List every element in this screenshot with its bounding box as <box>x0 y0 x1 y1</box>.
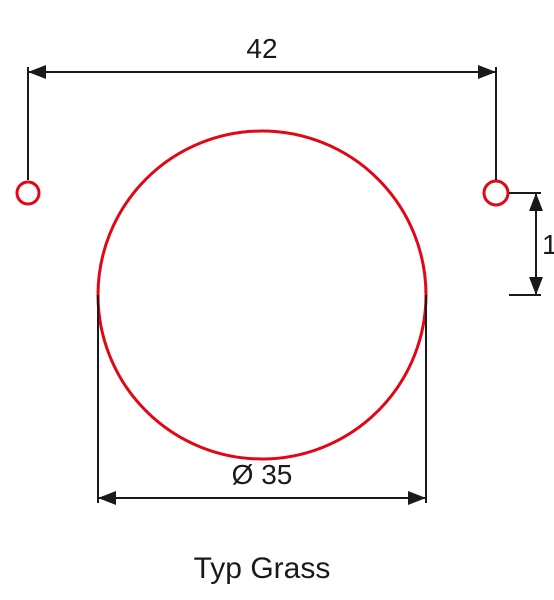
dimension-value-top: 42 <box>246 33 277 64</box>
dimension-value-bottom: Ø 35 <box>232 459 293 490</box>
dimension-arrowhead <box>529 193 543 211</box>
dimension-value-right: 11 <box>542 229 554 260</box>
diagram-caption: Typ Grass <box>194 552 331 585</box>
dimension-arrowhead <box>478 65 496 79</box>
screw-hole-right <box>484 181 508 205</box>
screw-hole-left <box>17 182 39 204</box>
dimension-arrowhead <box>28 65 46 79</box>
main-bore-circle <box>98 131 426 459</box>
drilling-pattern-diagram: 42 11 Ø 35 Typ Grass <box>0 0 554 600</box>
dimension-arrowhead <box>408 491 426 505</box>
dimension-arrowhead <box>98 491 116 505</box>
dimension-arrowhead <box>529 277 543 295</box>
